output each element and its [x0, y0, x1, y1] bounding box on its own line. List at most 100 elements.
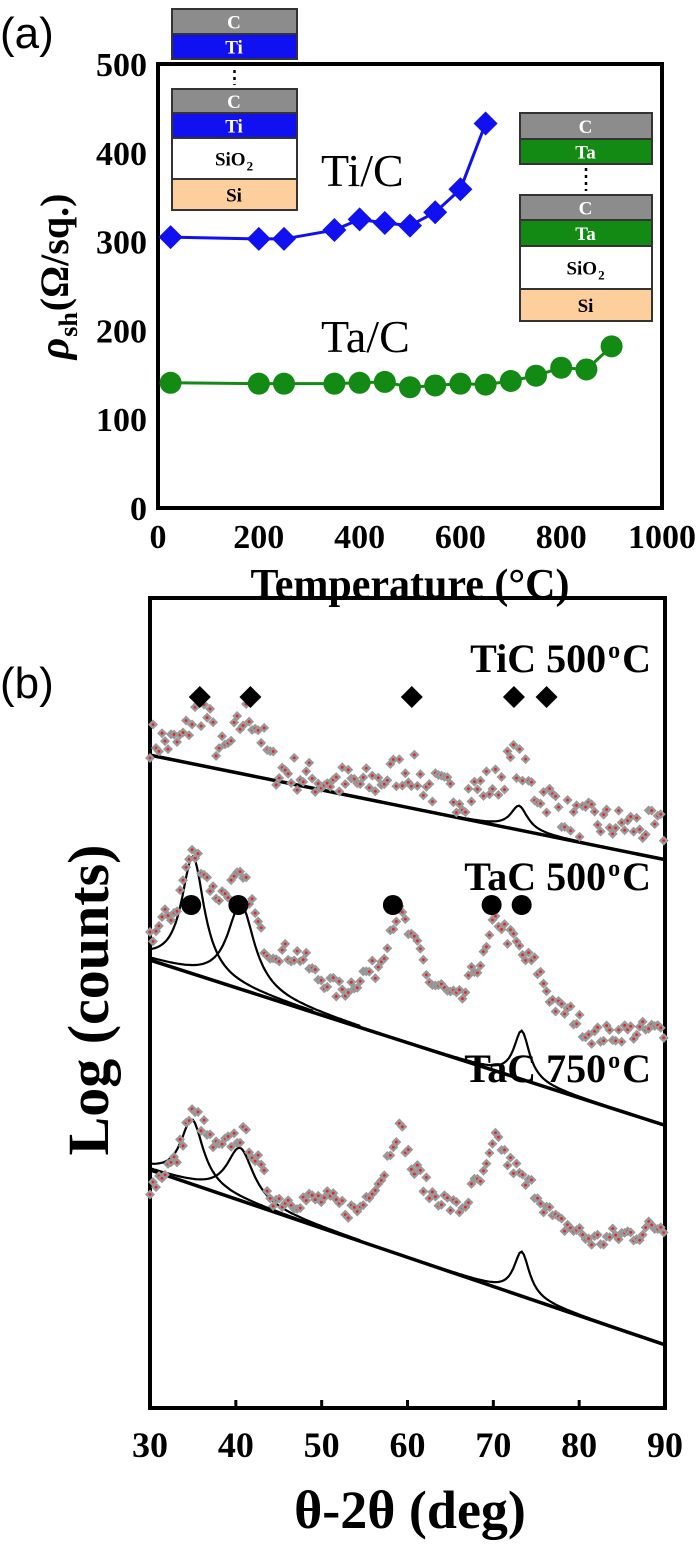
xrd-data-point-center	[587, 1033, 591, 1036]
xrd-data-point-center	[304, 769, 308, 773]
xrd-data-point-center	[539, 970, 542, 974]
data-point-circle	[550, 356, 573, 379]
xrd-data-point-center	[271, 750, 275, 753]
xrd-data-point-center	[196, 1110, 200, 1114]
xrd-data-point-center	[226, 1135, 230, 1138]
xrd-data-point-center	[313, 968, 317, 971]
data-point-diamond	[272, 226, 296, 251]
xrd-data-point-center	[256, 920, 260, 923]
xrd-data-point-center	[400, 784, 404, 788]
xrd-data-point-center	[175, 740, 179, 744]
layer-label-group: C	[579, 199, 593, 220]
xrd-data-point-center	[376, 1182, 380, 1186]
xrd-data-point-center	[163, 907, 167, 911]
xrd-data-point-center	[172, 733, 176, 736]
xrd-data-point-center	[635, 1033, 639, 1037]
xrd-data-point-center	[301, 958, 305, 962]
panel-a-axes-frame	[156, 62, 664, 510]
xrd-trace	[145, 1104, 669, 1347]
xrd-data-point-center	[370, 959, 374, 963]
xrd-data-point-center	[476, 787, 479, 791]
y-title-composite: ρsh (Ω/sq.)	[32, 194, 83, 362]
xrd-data-point-center	[160, 1176, 164, 1180]
xrd-data-point-center	[157, 924, 161, 928]
xrd-data-point-center	[503, 788, 506, 791]
trace-label-unit: C	[622, 636, 651, 681]
xrd-data-point-center	[650, 809, 654, 812]
layer-label: Ti	[225, 38, 243, 59]
xrd-data-point-center	[524, 757, 527, 761]
xrd-data-point-center	[316, 782, 320, 785]
xrd-data-point-center	[662, 839, 666, 843]
x-tick-label: 400	[334, 519, 385, 556]
layer-label-group: SiO 2	[566, 259, 604, 283]
layer-label-group-parts: C	[227, 13, 241, 34]
data-point-circle	[525, 364, 547, 387]
xrd-data-point-center	[391, 758, 395, 761]
xrd-data-point-center	[382, 782, 386, 786]
layer-label-group: Si	[578, 296, 594, 317]
xrd-data-point-center	[455, 811, 458, 814]
xrd-data-point-center	[256, 1153, 260, 1157]
layer-label: SiO	[215, 150, 246, 171]
xrd-data-point-center	[208, 1132, 212, 1136]
xrd-data-point-center	[545, 811, 548, 814]
xrd-data-point-center	[575, 1022, 578, 1026]
xrd-data-point-center	[403, 917, 407, 921]
xrd-data-point-center	[485, 945, 488, 949]
xrd-data-point-center	[268, 1196, 272, 1200]
data-point-diamond	[347, 207, 372, 232]
xrd-data-point-center	[232, 721, 236, 724]
xrd-data-point-center	[295, 788, 299, 792]
xrd-data-point-center	[641, 1020, 645, 1024]
layer-label-group: SiO 2	[215, 150, 253, 174]
layer-ti	[171, 112, 298, 139]
layer-label-group-parts: Si	[578, 296, 594, 317]
xrd-data-point-center	[313, 790, 317, 794]
layer-stack-inset: C Ta C Ta SiO 2 Si	[519, 112, 653, 322]
peak-marker-circle	[382, 895, 403, 915]
data-point-circle	[348, 371, 371, 394]
xrd-data-point-center	[554, 794, 557, 798]
trace-label-tic-500-parts: TiC 500 o C	[470, 636, 651, 681]
trace-label-degree: o	[608, 1048, 620, 1074]
xrd-data-point-center	[163, 739, 167, 743]
xrd-data-point-center	[370, 1192, 374, 1196]
xrd-data-point-center	[578, 1226, 581, 1230]
xrd-data-point-center	[169, 918, 173, 922]
xrd-trace	[145, 844, 669, 1127]
trace-label-tic-500: TiC 500 o C	[470, 636, 651, 681]
xrd-data-point-center	[662, 1036, 666, 1040]
xrd-data-point-center	[521, 779, 524, 783]
xrd-data-point-center	[506, 749, 509, 753]
xrd-data-point-center	[620, 1040, 624, 1044]
xrd-data-point-center	[238, 870, 242, 873]
layer-label-group: Ti	[225, 38, 243, 59]
xrd-data-point-center	[458, 802, 461, 806]
peak-marker-circle	[228, 895, 249, 915]
xrd-data-point-center	[334, 1198, 338, 1201]
xrd-data-point-center	[418, 947, 422, 951]
xrd-data-point-center	[662, 1231, 666, 1234]
layer-label-group-parts: Ti	[225, 117, 243, 138]
xrd-data-point-center	[220, 1142, 224, 1146]
xrd-data-point-center	[337, 790, 341, 793]
xrd-data-point-center	[178, 1138, 182, 1141]
peak-marker-diamond	[239, 686, 262, 708]
xrd-data-point-center	[331, 976, 335, 980]
xrd-data-point-center	[581, 1233, 584, 1237]
xrd-data-point-center	[440, 982, 443, 986]
xrd-data-point-center	[280, 948, 284, 952]
layer-sio	[519, 245, 653, 290]
trace-label-degree: o	[608, 638, 620, 664]
xrd-data-point-center	[388, 762, 392, 766]
y-tick-label: 500	[96, 47, 147, 84]
data-point-circle	[159, 371, 182, 394]
xrd-data-point-center	[638, 1238, 642, 1242]
xrd-data-point-center	[406, 1148, 410, 1151]
x-tick-label: 90	[647, 1425, 683, 1465]
xrd-data-point-center	[187, 1119, 191, 1122]
xrd-data-point-center	[181, 731, 185, 734]
layer-label-group-parts: C	[227, 92, 241, 113]
